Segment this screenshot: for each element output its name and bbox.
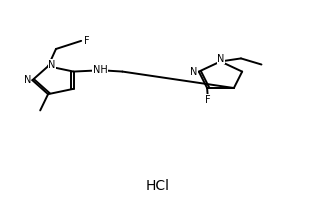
Text: F: F	[205, 95, 210, 105]
Text: N: N	[49, 60, 56, 70]
Text: HCl: HCl	[146, 178, 169, 192]
Text: F: F	[84, 36, 90, 46]
Text: N: N	[190, 66, 198, 76]
Text: NH: NH	[93, 65, 108, 75]
Text: N: N	[217, 54, 225, 64]
Text: N: N	[24, 75, 31, 85]
